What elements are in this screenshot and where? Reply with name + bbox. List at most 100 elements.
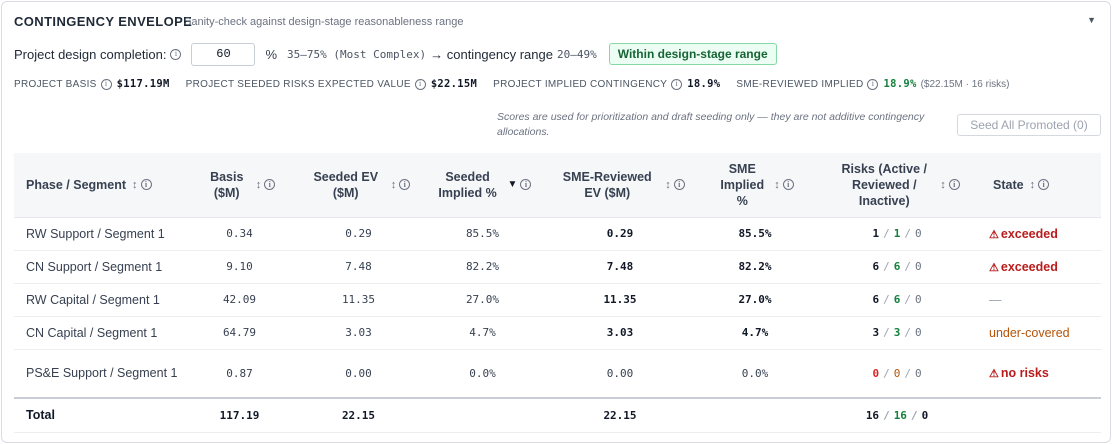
sme-implied-cell: 4.7% <box>741 326 769 339</box>
sme-implied-cell: 85.5% <box>738 227 772 240</box>
info-icon: i <box>948 179 960 191</box>
design-completion-input[interactable] <box>191 42 256 66</box>
sort-icon: ↕ i <box>256 179 276 191</box>
seeded-ev-value: $22.15M <box>430 78 478 90</box>
sme-implied-cell: 0.0% <box>741 366 769 380</box>
info-icon: i <box>140 179 152 191</box>
total-state <box>983 398 1101 432</box>
total-sme-ev: 22.15 <box>603 408 637 422</box>
seeded-implied-cell: 4.7% <box>469 326 496 339</box>
segment-cell: RW Support / Segment 1 <box>26 226 165 241</box>
caret-down-icon[interactable]: ▼ <box>1087 15 1096 25</box>
sme-implied-label: SME-REVIEWED IMPLIED <box>736 78 864 90</box>
total-seeded-ev: 22.15 <box>341 408 376 422</box>
warning-icon: ⚠ <box>989 368 999 381</box>
total-risks: 16/16/0 <box>865 408 929 422</box>
col-header-sme-implied[interactable]: SME Implied % ↕ i <box>699 153 811 218</box>
disclaimer-text: Scores are used for prioritization and d… <box>497 111 925 138</box>
summary-row: PROJECT BASIS i $117.19M PROJECT SEEDED … <box>14 78 1010 90</box>
info-icon: i <box>399 179 411 191</box>
basis-cell: 42.09 <box>222 293 257 306</box>
implied-contingency-label: PROJECT IMPLIED CONTINGENCY <box>493 78 668 90</box>
state-cell: — <box>989 292 1002 307</box>
seeded-ev-cell: 0.29 <box>345 227 372 240</box>
state-cell: ⚠ no risks <box>989 366 1049 381</box>
panel-subtitle: Sanity-check against design-stage reason… <box>184 16 464 28</box>
table-row[interactable]: RW Support / Segment 1 0.34 0.29 85.5% 0… <box>14 217 1101 250</box>
sort-icon: ↕ i <box>1030 179 1050 191</box>
table-row[interactable]: CN Support / Segment 1 9.10 7.48 82.2% 7… <box>14 250 1101 283</box>
col-header-seeded-implied[interactable]: Seeded Implied % ▼ i <box>424 153 541 218</box>
info-icon[interactable]: i <box>867 78 879 90</box>
sme-ev-cell: 7.48 <box>606 260 634 273</box>
sort-icon: ↕ i <box>774 179 794 191</box>
seed-all-promoted-button[interactable]: Seed All Promoted (0) <box>957 114 1101 136</box>
segment-cell: CN Support / Segment 1 <box>26 259 163 274</box>
info-icon[interactable]: i <box>414 78 426 90</box>
seeded-ev-label: PROJECT SEEDED RISKS EXPECTED VALUE <box>185 78 411 90</box>
sme-ev-cell: 0.00 <box>606 366 634 380</box>
risks-cell: 3/3/0 <box>872 326 922 339</box>
total-row: Total 117.19 22.15 22.15 16/16/0 <box>14 398 1101 432</box>
info-icon: i <box>1038 179 1050 191</box>
seeded-ev-cell: 7.48 <box>345 260 372 273</box>
basis-cell: 0.34 <box>226 227 253 240</box>
table-row[interactable]: RW Capital / Segment 1 42.09 11.35 27.0%… <box>14 283 1101 316</box>
info-icon: i <box>264 179 276 191</box>
project-basis-label: PROJECT BASIS <box>14 78 97 90</box>
design-completion-label: Project design completion: <box>14 46 167 62</box>
seeded-implied-cell: 27.0% <box>465 293 500 306</box>
col-header-seeded-ev[interactable]: Seeded EV ($M) ↕ i <box>293 153 424 218</box>
total-seeded-implied <box>424 398 541 432</box>
col-header-sme-ev[interactable]: SME-Reviewed EV ($M) ↕ i <box>541 153 699 218</box>
col-header-state[interactable]: State ↕ i <box>983 153 1101 218</box>
table-header-row: Phase / Segment ↕ i Basis ($M) ↕ i Seeded EV… <box>14 153 1101 218</box>
seeded-ev-cell: 3.03 <box>345 326 372 339</box>
basis-cell: 9.10 <box>226 260 253 273</box>
state-cell: ⚠ exceeded <box>989 226 1058 241</box>
implied-contingency-value: 18.9% <box>687 78 721 90</box>
sort-icon: ↕ i <box>132 179 152 191</box>
design-range-label: 35–75% (Most Complex) <box>287 47 427 61</box>
info-icon[interactable]: i <box>671 78 683 90</box>
sme-implied-cell: 82.2% <box>738 260 772 273</box>
sme-ev-cell: 0.29 <box>606 227 634 240</box>
sme-ev-cell: 11.35 <box>603 293 637 306</box>
segment-cell: RW Capital / Segment 1 <box>26 292 160 307</box>
segments-table: Phase / Segment ↕ i Basis ($M) ↕ i Seeded EV… <box>14 153 1101 433</box>
total-basis: 117.19 <box>219 408 260 422</box>
info-icon[interactable]: i <box>100 78 112 90</box>
sort-icon: ↕ i <box>665 179 685 191</box>
sme-ev-cell: 3.03 <box>606 326 634 339</box>
info-icon: i <box>520 179 532 191</box>
total-label: Total <box>26 408 55 423</box>
panel-title: CONTINGENCY ENVELOPE <box>14 14 193 29</box>
risks-cell: 1/1/0 <box>872 227 922 240</box>
state-cell: ⚠ exceeded <box>989 259 1058 274</box>
risks-cell: 0/0/0 <box>872 366 922 380</box>
sort-desc-icon: ▼ i <box>508 179 532 191</box>
sort-icon: ↕ i <box>940 179 960 191</box>
total-sme-implied <box>699 398 811 432</box>
col-header-segment[interactable]: Phase / Segment ↕ i <box>14 153 186 218</box>
state-cell: under-covered <box>989 325 1070 340</box>
risks-cell: 6/6/0 <box>872 260 922 273</box>
sme-implied-note: ($22.15M · 16 risks) <box>920 78 1010 90</box>
seeded-ev-cell: 11.35 <box>341 293 376 306</box>
info-icon[interactable]: i <box>170 48 182 60</box>
percent-unit: % <box>265 46 278 62</box>
table-row[interactable]: CN Capital / Segment 1 64.79 3.03 4.7% 3… <box>14 316 1101 349</box>
col-header-risks[interactable]: Risks (Active / Reviewed / Inactive) ↕ i <box>811 153 983 218</box>
basis-cell: 64.79 <box>222 326 257 339</box>
table-row[interactable]: PS&E Support / Segment 1 0.87 0.00 0.0% … <box>14 349 1101 398</box>
sme-implied-cell: 27.0% <box>738 293 772 306</box>
seeded-implied-cell: 82.2% <box>465 260 500 273</box>
seeded-ev-cell: 0.00 <box>345 366 372 380</box>
segment-cell: PS&E Support / Segment 1 <box>26 366 178 381</box>
col-header-basis[interactable]: Basis ($M) ↕ i <box>186 153 293 218</box>
design-completion-row: Project design completion: i % 35–75% (M… <box>14 42 777 66</box>
seeded-implied-cell: 85.5% <box>465 227 500 240</box>
risks-cell: 6/6/0 <box>872 293 922 306</box>
info-icon: i <box>673 179 685 191</box>
